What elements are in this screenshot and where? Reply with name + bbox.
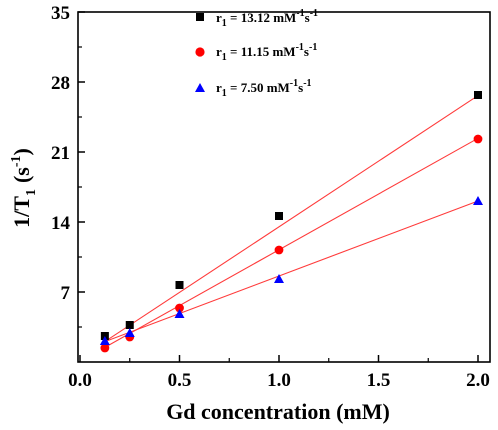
y-tick-label: 21 <box>51 143 70 164</box>
data-point-triangle <box>274 274 284 283</box>
y-tick-label: 7 <box>61 283 71 304</box>
y-axis-title-unit: (s <box>9 167 34 183</box>
data-point-circle <box>175 303 184 313</box>
data-point-square <box>474 91 482 99</box>
legend-label-series-1: r1 = 13.12 mM-1s-1 <box>216 8 318 29</box>
y-axis-title-close: ) <box>9 148 34 155</box>
x-tick-label: 0.0 <box>68 370 92 391</box>
y-axis-title-unit-sup: -1 <box>9 155 24 167</box>
data-point-circle <box>473 134 483 144</box>
fit-line-series-1 <box>104 95 479 343</box>
data-point-circle <box>274 245 284 255</box>
data-point-square <box>125 321 134 329</box>
data-point-triangle <box>473 196 483 205</box>
y-axis-title-main: 1/T <box>9 196 34 228</box>
legend-entry-series-3: r1 = 7.50 mM-1s-1 <box>195 78 312 99</box>
legend-label-series-3: r1 = 7.50 mM-1s-1 <box>216 78 312 99</box>
data-point-square <box>275 212 283 220</box>
legend-marker-circle <box>195 47 205 57</box>
y-tick-label: 14 <box>51 213 71 234</box>
axis-ticks: 0.0 0.5 1.0 1.5 2.0 7 14 21 28 35 <box>51 3 490 391</box>
data-point-triangle <box>99 336 110 345</box>
y-tick-label: 35 <box>51 3 70 24</box>
y-tick-label: 28 <box>51 73 70 94</box>
y-axis-title-sub: 1 <box>24 189 39 196</box>
fit-line-series-3 <box>104 200 479 343</box>
data-point-triangle <box>124 328 135 337</box>
data-point-square <box>175 281 184 289</box>
legend-label-series-2: r1 = 11.15 mM-1s-1 <box>216 42 317 63</box>
legend: r1 = 13.12 mM-1s-1 r1 = 11.15 mM-1s-1 r1… <box>195 8 318 99</box>
x-tick-label: 1.0 <box>267 370 291 391</box>
plot-frame <box>77 11 491 363</box>
y-axis-title: 1/T1 (s-1) <box>9 148 39 228</box>
x-tick-label: 1.5 <box>367 370 391 391</box>
data-point-circle <box>100 343 110 353</box>
fit-lines <box>104 95 479 348</box>
legend-entry-series-1: r1 = 13.12 mM-1s-1 <box>196 8 318 29</box>
x-tick-label: 2.0 <box>466 370 490 391</box>
x-axis-title: Gd concentration (mM) <box>166 399 390 424</box>
data-markers <box>99 91 483 353</box>
legend-entry-series-2: r1 = 11.15 mM-1s-1 <box>195 42 317 63</box>
x-tick-label: 0.5 <box>168 370 192 391</box>
data-point-triangle <box>174 309 185 318</box>
legend-marker-square <box>196 13 204 21</box>
legend-marker-triangle <box>195 83 205 92</box>
fit-line-series-2 <box>104 137 479 348</box>
